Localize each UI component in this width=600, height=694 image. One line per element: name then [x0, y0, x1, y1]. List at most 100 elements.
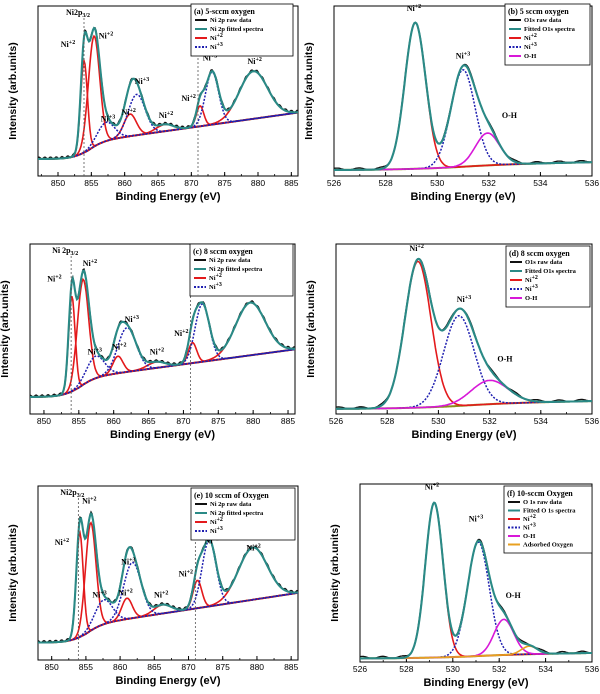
x-tick-label-a: 870: [184, 178, 198, 188]
legend-label-f: Fitted O 1s spectra: [523, 508, 576, 515]
x-tick-label-f: 530: [446, 664, 460, 674]
x-tick-label-a: 880: [251, 178, 265, 188]
peak-annotation-c: Ni+2: [112, 342, 126, 351]
peak-annotation-e: Ni+2: [246, 543, 260, 552]
ni3-peak-b-0: [334, 69, 592, 171]
x-tick-label-c: 875: [211, 416, 225, 426]
peak-annotation-e: Ni+2: [118, 589, 132, 598]
peak-annotation-d: O-H: [497, 354, 513, 363]
x-tick-label-f: 532: [492, 664, 506, 674]
x-tick-label-c: 880: [246, 416, 260, 426]
ni2-peak-c-2: [30, 348, 295, 398]
x-tick-label-a: 885: [284, 178, 298, 188]
panel-d: 526 528 530 532 534 536 Binding Energy (eV) Int…: [305, 243, 599, 441]
ni3-peak-c-0: [30, 348, 295, 398]
x-tick-label-e: 880: [250, 662, 264, 672]
legend-box-e: [190, 487, 296, 541]
peak-annotation-f: Ni+3: [469, 514, 483, 523]
ni3-peak-e-1: [38, 561, 298, 644]
fitted-spectra-e: [38, 511, 298, 644]
peak-annotation-c: Ni+3: [88, 348, 102, 357]
legend-box-a: [190, 3, 294, 57]
legend-label-d: O-H: [525, 295, 537, 302]
background-curve-c: [30, 348, 295, 398]
peak-annotation-a: Ni+2: [181, 94, 195, 103]
y-axis-label-d: Intensity (arb.units): [305, 280, 317, 377]
curves-f: [360, 501, 592, 660]
legend-label-c: Ni 2p fitted spectra: [209, 266, 263, 273]
spin-orbit-label-c: Ni 2p3/2: [52, 246, 78, 257]
peak-annotation-c: Ni+2: [47, 274, 61, 283]
x-tick-label-f: 536: [585, 664, 599, 674]
peak-annotation-e: Ni+2: [179, 569, 193, 578]
peak-annotation-b: Ni+3: [456, 52, 470, 61]
fitted-spectra-d: [336, 257, 592, 410]
ni3-peak-d-0: [336, 315, 592, 410]
spin-orbit-label-e: Ni2p3/2: [60, 488, 84, 499]
x-tick-label-a: 875: [218, 178, 232, 188]
peak-annotation-c: Ni+3: [125, 315, 139, 324]
x-tick-label-f: 528: [399, 664, 413, 674]
legend-label-b: Fitted O1s spectra: [524, 26, 576, 33]
x-axis-label-a: Binding Energy (eV): [115, 191, 220, 203]
fitted-spectra-b: [334, 21, 592, 171]
legend-box-c: [189, 243, 294, 297]
x-tick-label-c: 860: [107, 416, 121, 426]
peak-annotation-c: Ni+2: [150, 348, 164, 357]
legend-label-e: Ni+3: [210, 526, 223, 535]
x-tick-label-f: 526: [353, 664, 367, 674]
peak-annotation-e: Ni+2: [82, 496, 96, 505]
legend-title-d: (d) 8 sccm oxygen: [509, 249, 570, 258]
x-axis-label-e: Binding Energy (eV): [115, 675, 220, 687]
legend-title-c: (c) 8 sccm oxygen: [193, 247, 253, 256]
y-axis-label-f: Intensity (arb.units): [329, 524, 341, 621]
x-tick-label-c: 865: [141, 416, 155, 426]
legend-label-a: Ni 2p fitted spectra: [210, 26, 264, 33]
ni3-peak-c-2: [30, 303, 295, 398]
peak-annotation-a: Ni+2: [99, 31, 113, 40]
panel-b: 526 528 530 532 534 536 Binding Energy (eV) Int…: [303, 3, 599, 203]
peak-annotation-c: Ni+2: [83, 259, 97, 268]
x-tick-label-b: 528: [379, 178, 393, 188]
x-tick-label-d: 528: [380, 416, 394, 426]
peak-annotation-f: Ni+2: [425, 482, 439, 491]
curves-a: [38, 26, 298, 161]
ni2-peak-c-3: [30, 348, 295, 398]
curves-e: [38, 510, 298, 644]
legend-label-d: O1s raw data: [525, 259, 563, 266]
legend-label-a: Ni+2: [210, 33, 223, 42]
legend-title-a: (a) 5-sccm oxygen: [194, 7, 255, 16]
x-axis-label-b: Binding Energy (eV): [410, 191, 515, 203]
legend-label-d: Ni+3: [525, 284, 538, 293]
peak-annotation-a: Ni+3: [101, 115, 115, 124]
legend-label-b: Ni+3: [524, 42, 537, 51]
y-axis-label-e: Intensity (arb.units): [7, 524, 19, 621]
legend-box-b: [504, 3, 591, 66]
spin-orbit-label-a: Ni2p3/2: [66, 8, 90, 19]
legend-label-c: Ni+2: [209, 273, 222, 282]
x-tick-label-a: 850: [51, 178, 65, 188]
x-tick-label-b: 536: [585, 178, 599, 188]
peak-annotation-e: Ni+2: [154, 590, 168, 599]
axes-frame-c: [29, 243, 296, 415]
legend-label-b: Ni+2: [524, 33, 537, 42]
y-axis-label-c: Intensity (arb.units): [0, 280, 11, 377]
ni3-peak-a-2: [38, 71, 298, 160]
x-tick-label-a: 865: [151, 178, 165, 188]
legend-label-b: O-H: [524, 53, 536, 60]
y-axis-label-b: Intensity (arb.units): [303, 42, 315, 139]
legend-label-a: Ni 2p raw data: [210, 17, 252, 24]
x-tick-label-e: 850: [45, 662, 59, 672]
peak-annotation-f: O-H: [506, 591, 522, 600]
x-tick-label-a: 860: [118, 178, 132, 188]
peak-annotation-c: Ni+2: [174, 329, 188, 338]
x-tick-label-e: 865: [147, 662, 161, 672]
x-tick-label-b: 532: [482, 178, 496, 188]
legend-label-f: Adsorbed Oxygen: [523, 542, 573, 549]
curves-b: [334, 21, 592, 171]
